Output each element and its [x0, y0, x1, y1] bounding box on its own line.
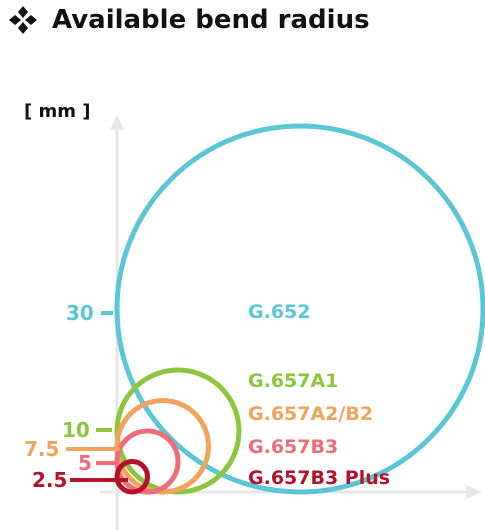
radius-ticks: 30 107.5 5 2.5 [24, 301, 128, 492]
fiber-labels: G.652 G.657A1 G.657A2/B2 G.657B3 G.657B3 Plu… [248, 301, 390, 489]
circle-g-657b3-plus [114, 459, 150, 495]
tick-label-10: 10 [62, 418, 90, 442]
radius-circles [114, 123, 485, 495]
tick-label-5: 5 [78, 451, 92, 475]
label-g-657b3-plus: G.657B3 Plus [248, 467, 390, 489]
circle-g-657a2-b2 [114, 398, 211, 495]
tick-label-2-5: 2.5 [32, 468, 67, 492]
label-g-657a2-b2: G.657A2/B2 [248, 403, 373, 425]
tick-label-7-5: 7.5 [24, 437, 59, 461]
circle-g-652 [114, 123, 485, 495]
title-text: Available bend radius [52, 5, 370, 35]
label-g-652: G.652 [248, 301, 310, 323]
y-axis-arrow [110, 114, 124, 130]
four-diamonds-icon [9, 6, 37, 34]
unit-label: [ mm ] [24, 101, 91, 122]
x-axis-arrow [466, 485, 482, 499]
tick-label-30: 30 [66, 301, 94, 325]
label-g-657b3: G.657B3 [248, 436, 338, 458]
page-title: Available bend radius [8, 2, 370, 38]
label-g-657a1: G.657A1 [248, 370, 338, 392]
